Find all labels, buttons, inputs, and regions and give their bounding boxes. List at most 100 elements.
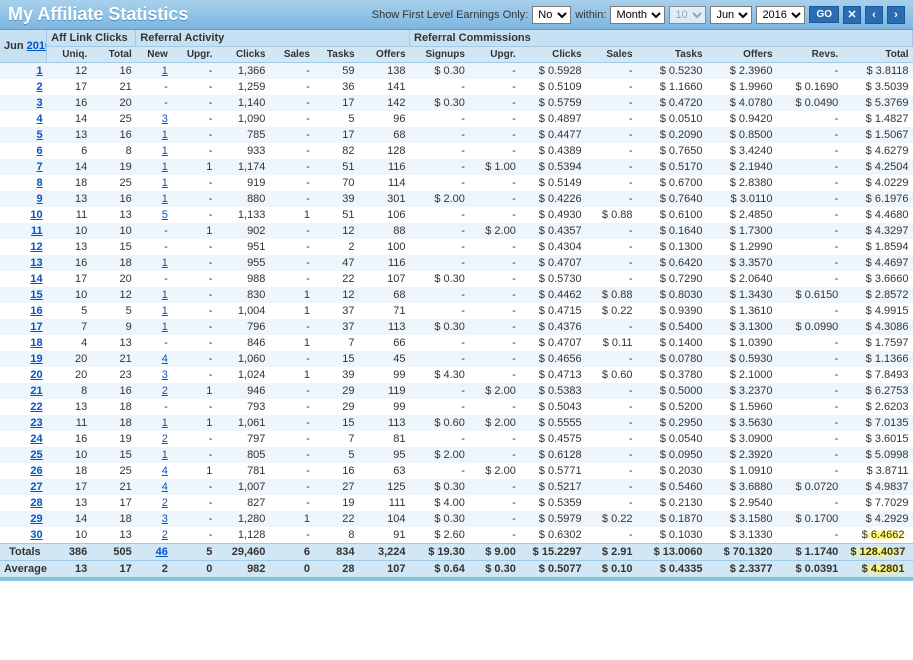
new-link[interactable]: 1 <box>162 449 168 461</box>
cell-ctl: $ 4.3297 <box>842 223 912 239</box>
day-link[interactable]: 21 <box>30 385 42 397</box>
new-link[interactable]: 1 <box>162 289 168 301</box>
cell-off: 107 <box>359 271 410 287</box>
period-select[interactable]: Month <box>610 6 665 24</box>
new-link[interactable]: 3 <box>162 513 168 525</box>
new-link[interactable]: 46 <box>156 546 168 558</box>
cell-csl: - <box>586 479 637 495</box>
cell-cof: $ 3.3570 <box>707 255 777 271</box>
day-link[interactable]: 15 <box>30 289 42 301</box>
day-link[interactable]: 7 <box>37 161 43 173</box>
day-link[interactable]: 4 <box>37 113 43 125</box>
cell-ctl: $ 3.8711 <box>842 463 912 479</box>
day-link[interactable]: 22 <box>30 401 42 413</box>
new-link[interactable]: 4 <box>162 353 168 365</box>
cell-tot: 17 <box>91 495 136 511</box>
cell-csg: $ 0.30 <box>410 95 469 111</box>
new-link[interactable]: 2 <box>162 529 168 541</box>
day-link[interactable]: 24 <box>30 433 42 445</box>
new-link[interactable]: 4 <box>162 481 168 493</box>
cell-cck: $ 0.5383 <box>520 383 586 399</box>
new-link[interactable]: 1 <box>162 161 168 173</box>
new-link[interactable]: 2 <box>162 385 168 397</box>
day-link[interactable]: 27 <box>30 481 42 493</box>
cell-off: 88 <box>359 223 410 239</box>
cell-ctl: $ 4.2801 <box>842 561 912 578</box>
cell-cup: - <box>469 319 520 335</box>
new-link[interactable]: 2 <box>162 497 168 509</box>
table-row: 2813172-827-19111$ 4.00-$ 0.5359-$ 0.213… <box>0 495 913 511</box>
cell-off: 301 <box>359 191 410 207</box>
cell-cof: $ 70.1320 <box>707 544 777 561</box>
day-link[interactable]: 14 <box>30 273 42 285</box>
new-link[interactable]: 1 <box>162 257 168 269</box>
new-link[interactable]: 1 <box>162 65 168 77</box>
day-link[interactable]: 30 <box>30 529 42 541</box>
table-row: 221318--793-2999--$ 0.5043-$ 0.5200$ 1.5… <box>0 399 913 415</box>
day-link[interactable]: 19 <box>30 353 42 365</box>
day-link[interactable]: 13 <box>30 257 42 269</box>
day-link[interactable]: 29 <box>30 513 42 525</box>
day-link[interactable]: 2 <box>37 81 43 93</box>
new-link[interactable]: 1 <box>162 129 168 141</box>
first-level-select[interactable]: No <box>532 6 571 24</box>
new-link[interactable]: 1 <box>162 177 168 189</box>
col-sales: Sales <box>269 47 314 63</box>
cell-csg: $ 0.30 <box>410 511 469 527</box>
cell-clk: 951 <box>216 239 269 255</box>
new-link[interactable]: 5 <box>162 209 168 221</box>
month-select[interactable]: Jun <box>710 6 752 24</box>
day-link[interactable]: 20 <box>30 369 42 381</box>
cell-cup: - <box>469 511 520 527</box>
day-link[interactable]: 3 <box>37 97 43 109</box>
day-link[interactable]: 10 <box>30 209 42 221</box>
cell-cup: - <box>469 111 520 127</box>
year-select[interactable]: 2016 <box>756 6 805 24</box>
new-link[interactable]: 1 <box>162 145 168 157</box>
day-link[interactable]: 5 <box>37 129 43 141</box>
cell-cck: $ 0.4477 <box>520 127 586 143</box>
table-row: 6681-933-82128--$ 0.4389-$ 0.7650$ 3.424… <box>0 143 913 159</box>
day-link[interactable]: 9 <box>37 193 43 205</box>
day-link[interactable]: 16 <box>30 305 42 317</box>
day-link[interactable]: 11 <box>31 225 43 237</box>
cell-cof: $ 1.2990 <box>707 239 777 255</box>
day-link[interactable]: 6 <box>37 145 43 157</box>
cell-csg: $ 19.30 <box>410 544 469 561</box>
new-link[interactable]: 1 <box>162 321 168 333</box>
new-link[interactable]: 3 <box>162 113 168 125</box>
cell-off: 119 <box>359 383 410 399</box>
new-link[interactable]: 4 <box>162 465 168 477</box>
day-link[interactable]: 23 <box>30 417 42 429</box>
cell-cup: - <box>469 495 520 511</box>
cell-cup: - <box>469 431 520 447</box>
next-button[interactable]: › <box>887 6 905 24</box>
table-row: 111010-1902-1288-$ 2.00$ 0.4357-$ 0.1640… <box>0 223 913 239</box>
new-link[interactable]: 1 <box>162 193 168 205</box>
day-link[interactable]: 8 <box>37 177 43 189</box>
cell-csg: - <box>410 175 469 191</box>
day-link[interactable]: 18 <box>30 337 42 349</box>
cell-cup: - <box>469 255 520 271</box>
cell-cof: $ 0.8500 <box>707 127 777 143</box>
cell-cup: - <box>469 143 520 159</box>
prev-button[interactable]: ‹ <box>865 6 883 24</box>
cell-off: 68 <box>359 287 410 303</box>
new-link[interactable]: 1 <box>162 417 168 429</box>
day-link[interactable]: 12 <box>30 241 42 253</box>
day-link[interactable]: 17 <box>30 321 42 333</box>
day-link[interactable]: 25 <box>30 449 42 461</box>
new-link[interactable]: 1 <box>162 305 168 317</box>
day-link[interactable]: 28 <box>30 497 42 509</box>
cell-off: 68 <box>359 127 410 143</box>
cell-ctl: $ 128.4037 <box>842 544 912 561</box>
day-link[interactable]: 26 <box>30 465 42 477</box>
new-link[interactable]: 3 <box>162 369 168 381</box>
new-link[interactable]: 2 <box>162 433 168 445</box>
day-link[interactable]: 1 <box>37 65 43 77</box>
close-button[interactable]: ✕ <box>843 6 861 24</box>
cell-clk: 1,004 <box>216 303 269 319</box>
day-select[interactable]: 10 <box>669 6 706 24</box>
go-button[interactable]: GO <box>809 6 839 23</box>
month-year-link[interactable]: 2016 <box>27 40 47 52</box>
